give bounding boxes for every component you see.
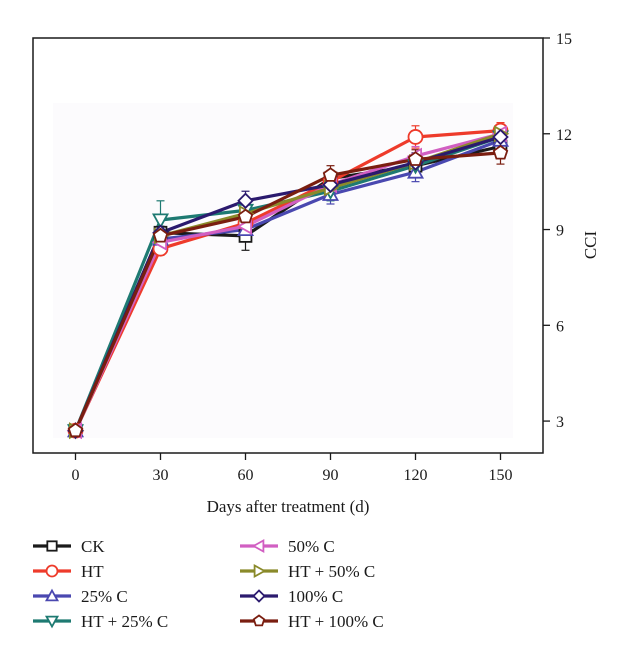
- legend-marker: [252, 614, 266, 627]
- series-markers: [66, 122, 510, 440]
- legend-marker: [45, 564, 59, 578]
- legend-label: HT + 25% C: [81, 612, 168, 631]
- x-axis-title: Days after treatment (d): [207, 497, 370, 516]
- y-tick-label: 9: [556, 223, 564, 240]
- legend-marker: [44, 615, 60, 629]
- legend: CK HT 25% C HT + 25% C 50% C HT + 50% C 100% C…: [33, 537, 384, 631]
- data-point: [151, 213, 170, 229]
- plot-frame: [32, 37, 544, 454]
- x-tick-label: 0: [72, 467, 80, 484]
- y-tick-label: 3: [556, 414, 564, 431]
- y-tick-label: 12: [556, 127, 572, 144]
- data-point: [237, 208, 254, 224]
- data-point: [407, 129, 424, 145]
- series-lines: [73, 129, 503, 433]
- x-axis-ticks: 0 30 60 90 120 150: [72, 453, 513, 484]
- data-point: [492, 128, 509, 146]
- data-point: [237, 192, 254, 210]
- x-tick-label: 120: [404, 467, 428, 484]
- data-point: [322, 167, 339, 182]
- legend-label: 50% C: [288, 537, 335, 556]
- legend-label: HT + 50% C: [288, 562, 375, 581]
- series-line: [73, 132, 503, 433]
- series-line: [73, 151, 503, 433]
- y-axis-ticks: 3 6 9 12 15: [543, 31, 572, 431]
- legend-marker: [46, 540, 58, 552]
- data-point: [67, 422, 84, 438]
- legend-label: 100% C: [288, 587, 343, 606]
- legend-marker: [253, 563, 267, 579]
- x-tick-label: 30: [153, 467, 169, 484]
- x-tick-label: 60: [238, 467, 254, 484]
- legend-marker: [252, 589, 266, 603]
- legend-marker: [44, 588, 60, 602]
- x-tick-label: 90: [323, 467, 339, 484]
- y-axis-title: CCI: [581, 230, 600, 259]
- data-point: [492, 144, 509, 160]
- legend-label: HT: [81, 562, 104, 581]
- data-point: [407, 151, 424, 166]
- legend-marker: [251, 538, 265, 554]
- data-point: [152, 227, 169, 243]
- legend-label: 25% C: [81, 587, 128, 606]
- legend-label: HT + 100% C: [288, 612, 384, 631]
- x-tick-label: 150: [489, 467, 513, 484]
- legend-label: CK: [81, 537, 105, 556]
- y-tick-label: 6: [556, 318, 564, 335]
- y-tick-label: 15: [556, 31, 572, 48]
